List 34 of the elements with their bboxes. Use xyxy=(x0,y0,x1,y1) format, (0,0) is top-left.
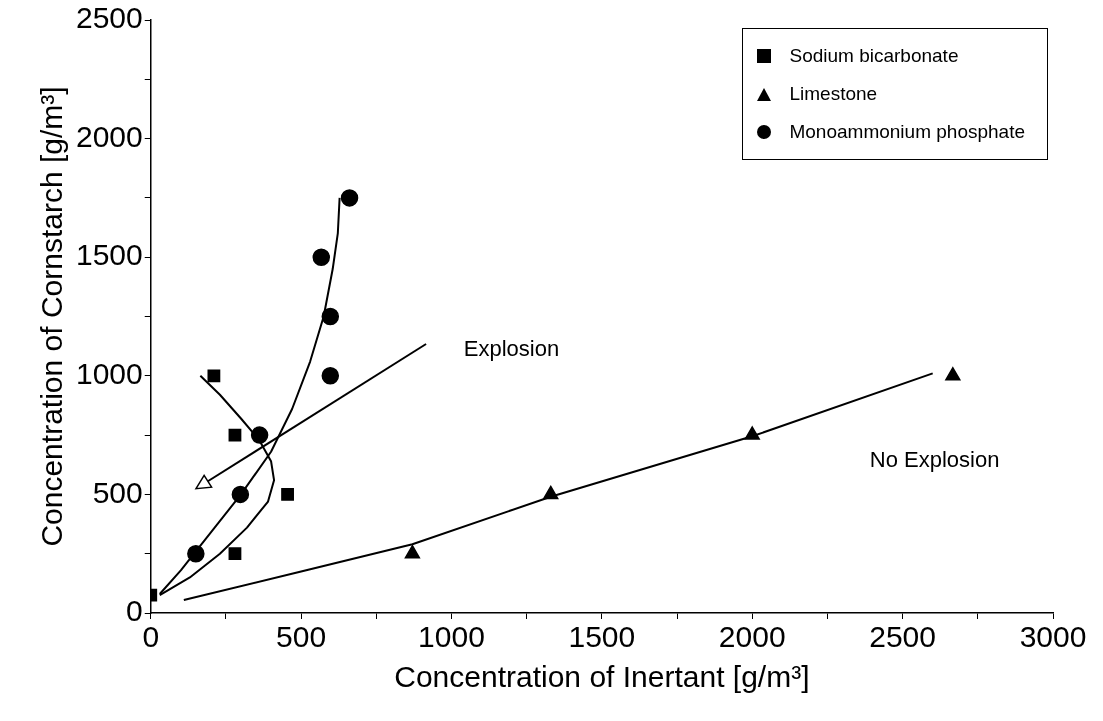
point xyxy=(543,485,559,500)
x-tick-label: 2500 xyxy=(869,620,936,654)
x-tick-label: 3000 xyxy=(1019,620,1087,654)
point xyxy=(312,248,331,266)
point xyxy=(207,369,221,383)
point xyxy=(228,547,242,561)
point xyxy=(945,367,961,381)
y-tick-label: 1500 xyxy=(75,238,143,272)
point xyxy=(281,487,294,501)
point xyxy=(228,428,242,442)
point xyxy=(250,426,269,444)
point xyxy=(340,189,359,207)
y-tick-label: 2000 xyxy=(75,119,143,153)
x-axis-title: Concentration of Inertant [g/m³] xyxy=(394,660,810,694)
x-tick-label: 1500 xyxy=(568,620,636,654)
legend-label: Limestone xyxy=(789,83,878,105)
y-tick-label: 1000 xyxy=(75,357,143,391)
y-tick-label: 0 xyxy=(126,594,143,628)
point xyxy=(321,367,340,385)
point xyxy=(187,544,205,563)
y-tick-label: 500 xyxy=(92,475,143,509)
legend-label: Sodium bicarbonate xyxy=(789,45,959,67)
x-tick-label: 2000 xyxy=(718,620,786,654)
point xyxy=(321,307,340,326)
legend-label: Monoammonium phosphate xyxy=(789,121,1025,143)
point xyxy=(404,544,421,559)
x-tick-label: 500 xyxy=(276,620,327,654)
annotation: Explosion xyxy=(463,335,560,361)
y-axis-title: Concentration of Cornstarch [g/m³] xyxy=(35,86,69,547)
point xyxy=(744,426,760,440)
y-tick-label: 2500 xyxy=(75,1,143,35)
annotation: No Explosion xyxy=(869,447,1000,473)
point xyxy=(231,485,250,504)
x-tick-label: 1000 xyxy=(418,620,485,654)
